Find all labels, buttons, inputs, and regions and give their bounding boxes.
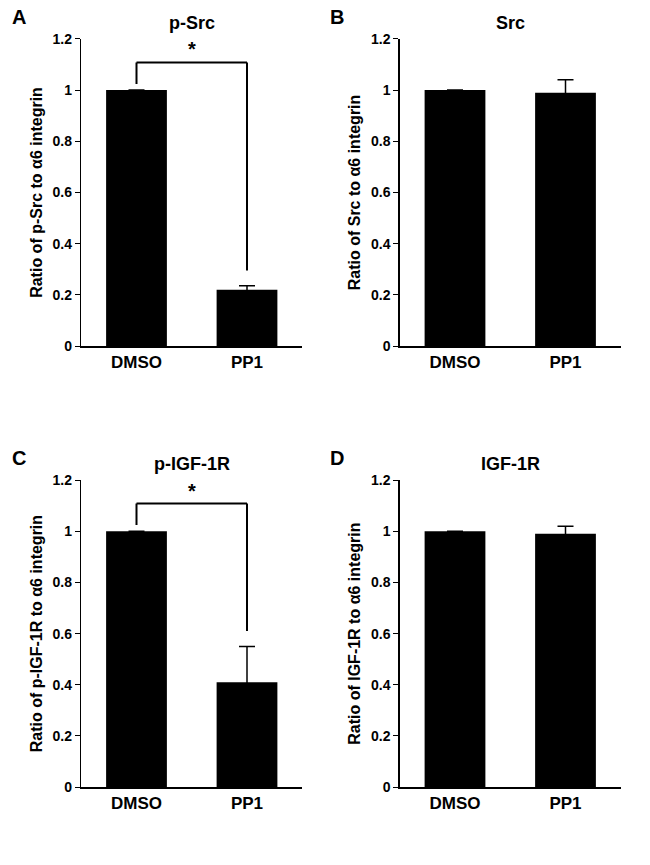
svg-text:PP1: PP1 — [549, 794, 581, 813]
svg-text:DMSO: DMSO — [111, 353, 162, 372]
svg-text:1: 1 — [64, 82, 72, 98]
svg-text:0.6: 0.6 — [52, 626, 72, 642]
svg-text:1.2: 1.2 — [52, 472, 72, 488]
svg-text:PP1: PP1 — [549, 353, 581, 372]
svg-text:Src: Src — [496, 13, 525, 33]
svg-text:Ratio of IGF-1R to α6 integrin: Ratio of IGF-1R to α6 integrin — [346, 522, 363, 744]
svg-text:*: * — [188, 480, 196, 502]
svg-text:1.2: 1.2 — [52, 31, 72, 47]
svg-text:DMSO: DMSO — [430, 353, 481, 372]
svg-text:0.4: 0.4 — [52, 236, 72, 252]
svg-text:0.4: 0.4 — [52, 677, 72, 693]
svg-text:1.2: 1.2 — [371, 31, 391, 47]
svg-text:0.8: 0.8 — [52, 574, 72, 590]
svg-text:0.2: 0.2 — [52, 287, 72, 303]
svg-text:0.4: 0.4 — [371, 236, 391, 252]
svg-text:0.6: 0.6 — [371, 184, 391, 200]
svg-text:0.8: 0.8 — [52, 133, 72, 149]
svg-text:p-Src: p-Src — [169, 13, 215, 33]
svg-text:DMSO: DMSO — [111, 794, 162, 813]
svg-text:0.6: 0.6 — [52, 184, 72, 200]
svg-text:0.8: 0.8 — [371, 133, 391, 149]
svg-text:Ratio of p-IGF-1R to α6 integr: Ratio of p-IGF-1R to α6 integrin — [28, 515, 45, 752]
svg-text:D: D — [330, 447, 344, 469]
svg-text:1.2: 1.2 — [371, 472, 391, 488]
svg-text:1: 1 — [383, 82, 391, 98]
svg-text:DMSO: DMSO — [430, 794, 481, 813]
svg-text:0: 0 — [64, 779, 72, 795]
svg-text:0.2: 0.2 — [52, 728, 72, 744]
svg-text:C: C — [12, 447, 26, 469]
svg-text:B: B — [330, 6, 344, 28]
svg-text:Ratio of p-Src to α6 integrin: Ratio of p-Src to α6 integrin — [28, 87, 45, 298]
svg-text:0.6: 0.6 — [371, 626, 391, 642]
svg-text:Ratio of Src to α6 integrin: Ratio of Src to α6 integrin — [346, 95, 363, 291]
svg-text:p-IGF-1R: p-IGF-1R — [154, 454, 230, 474]
svg-text:1: 1 — [64, 523, 72, 539]
svg-text:PP1: PP1 — [231, 353, 263, 372]
svg-text:IGF-1R: IGF-1R — [481, 454, 540, 474]
svg-text:PP1: PP1 — [231, 794, 263, 813]
svg-text:0: 0 — [383, 779, 391, 795]
svg-text:0: 0 — [64, 338, 72, 354]
svg-text:A: A — [12, 6, 26, 28]
svg-text:0.8: 0.8 — [371, 574, 391, 590]
svg-text:0.4: 0.4 — [371, 677, 391, 693]
svg-text:1: 1 — [383, 523, 391, 539]
svg-text:*: * — [188, 38, 196, 60]
svg-text:0: 0 — [383, 338, 391, 354]
svg-text:0.2: 0.2 — [371, 728, 391, 744]
svg-text:0.2: 0.2 — [371, 287, 391, 303]
